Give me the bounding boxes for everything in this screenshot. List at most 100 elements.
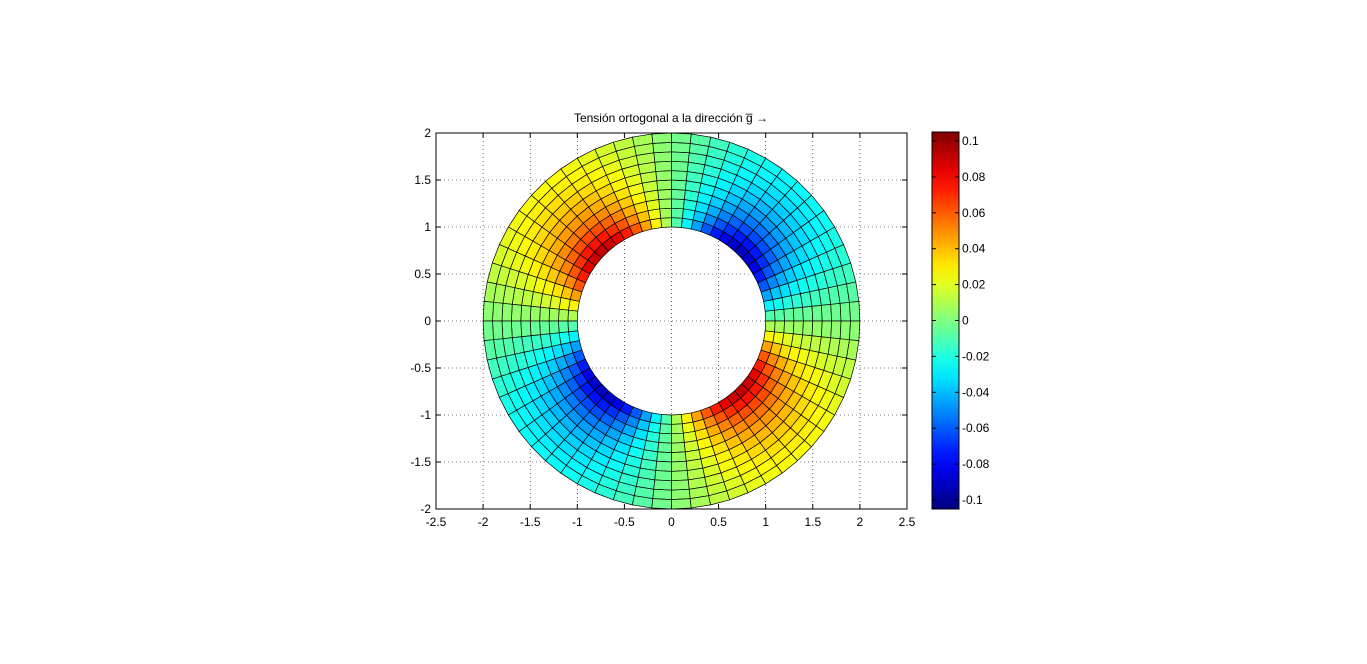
- mesh-cell: [656, 451, 672, 463]
- mesh-cell: [658, 432, 672, 444]
- mesh-cell: [660, 414, 672, 425]
- mesh-cell: [671, 460, 688, 472]
- mesh-cell: [830, 320, 842, 340]
- mesh-cell: [671, 470, 689, 482]
- mesh-cell: [774, 320, 785, 334]
- mesh-cell: [501, 320, 513, 340]
- colorbar-tick-label: -0.04: [962, 385, 990, 399]
- colorbar-ticks: 0.1 0.08 0.06 0.04 0.02 0 -0.02 -0.04 -0.06 -0.08…: [932, 134, 990, 507]
- mesh-cell: [651, 498, 672, 510]
- mesh-cell: [839, 301, 851, 322]
- mesh-cell: [656, 179, 672, 191]
- y-tick-label: -1: [420, 408, 431, 422]
- mesh-cell: [658, 198, 672, 210]
- colorbar-tick-label: 0: [962, 314, 969, 328]
- y-tick-label: -0.5: [410, 361, 431, 375]
- mesh-cell: [657, 442, 672, 453]
- x-tick-label: -1: [572, 515, 583, 529]
- mesh-cell: [671, 498, 692, 510]
- mesh-cell: [671, 451, 687, 463]
- mesh-cell: [539, 306, 551, 322]
- mesh: [482, 132, 861, 510]
- colorbar-tick-label: -0.02: [962, 349, 990, 363]
- mesh-cell: [655, 170, 672, 182]
- mesh-cell: [671, 160, 689, 172]
- x-tick-label: -0.5: [614, 515, 635, 529]
- colorbar-tick-label: -0.06: [962, 421, 990, 435]
- x-tick-label: -2.5: [426, 515, 447, 529]
- colorbar-tick-label: 0.08: [962, 170, 986, 184]
- colorbar-tick-label: 0.06: [962, 206, 986, 220]
- x-tick-label: -1.5: [520, 515, 541, 529]
- mesh-cell: [821, 320, 833, 339]
- mesh-cell: [671, 198, 685, 210]
- mesh-cell: [510, 303, 522, 322]
- mesh-cell: [671, 217, 683, 228]
- colorbar-tick-label: 0.04: [962, 242, 986, 256]
- mesh-cell: [764, 320, 776, 333]
- mesh-cell: [657, 189, 672, 200]
- mesh-cell: [548, 307, 560, 322]
- mesh-cell: [792, 320, 804, 336]
- mesh-cell: [520, 320, 532, 338]
- mesh-cell: [830, 302, 842, 322]
- mesh-cell: [671, 132, 692, 144]
- y-axis: 2 1.5 1 0.5 0 -0.5 -1 -1.5 -2: [410, 126, 907, 516]
- y-tick-label: 1.5: [414, 173, 431, 187]
- mesh-cell: [567, 309, 579, 322]
- mesh-cell: [659, 207, 672, 219]
- y-tick-label: -1.5: [410, 455, 431, 469]
- mesh-cell: [849, 320, 861, 342]
- mesh-cell: [783, 307, 795, 322]
- mesh-cell: [659, 423, 672, 435]
- mesh-cell: [529, 320, 541, 337]
- mesh-cell: [654, 470, 672, 482]
- colorbar-tick-label: -0.08: [962, 457, 990, 471]
- mesh-cell: [671, 170, 688, 182]
- mesh-cell: [558, 308, 569, 322]
- mesh-cell: [849, 300, 861, 322]
- colorbar-tick-label: 0.1: [962, 134, 979, 148]
- mesh-cell: [671, 151, 690, 163]
- plot-area: -2.5 -2 -1.5 -1 -0.5 0 0.5 1 1.5 2 2.5 21.510.50-0…: [410, 126, 915, 529]
- mesh-cell: [671, 432, 685, 444]
- mesh-cell: [653, 151, 672, 163]
- colorbar-tick-label: 0.02: [962, 278, 986, 292]
- mesh-cell: [520, 304, 532, 322]
- mesh-cell: [783, 320, 795, 335]
- mesh-cell: [671, 207, 684, 219]
- mesh-cell: [671, 479, 690, 491]
- mesh-cell: [652, 488, 672, 500]
- mesh-cell: [671, 414, 683, 425]
- mesh-cell: [651, 132, 672, 144]
- mesh-cell: [567, 320, 579, 333]
- mesh-cell: [652, 142, 672, 154]
- x-tick-label: -2: [478, 515, 489, 529]
- mesh-cell: [501, 302, 513, 322]
- mesh-cell: [654, 160, 672, 172]
- colorbar-tick-label: -0.1: [962, 493, 983, 507]
- mesh-cell: [548, 320, 560, 335]
- mesh-cell: [764, 309, 776, 322]
- mesh-cell: [529, 305, 541, 322]
- y-tick-label: 0.5: [414, 267, 431, 281]
- mesh-cell: [482, 300, 494, 322]
- mesh-cell: [539, 320, 551, 336]
- mesh-cell: [653, 479, 672, 491]
- mesh-cell: [774, 308, 785, 322]
- x-tick-label: 1: [762, 515, 769, 529]
- x-tick-label: 2.5: [899, 515, 916, 529]
- mesh-cell: [671, 423, 684, 435]
- colorbar: 0.1 0.08 0.06 0.04 0.02 0 -0.02 -0.04 -0.06 -0.08…: [931, 131, 990, 510]
- mesh-cell: [811, 304, 823, 322]
- mesh-cell: [655, 460, 672, 472]
- mesh-cell: [492, 320, 504, 341]
- mesh-cell: [671, 488, 691, 500]
- mesh-cell: [660, 217, 672, 228]
- y-tick-label: -2: [420, 502, 431, 516]
- x-tick-label: 2: [857, 515, 864, 529]
- mesh-cell: [671, 442, 686, 453]
- mesh-cell: [492, 301, 504, 322]
- mesh-cell: [802, 320, 814, 337]
